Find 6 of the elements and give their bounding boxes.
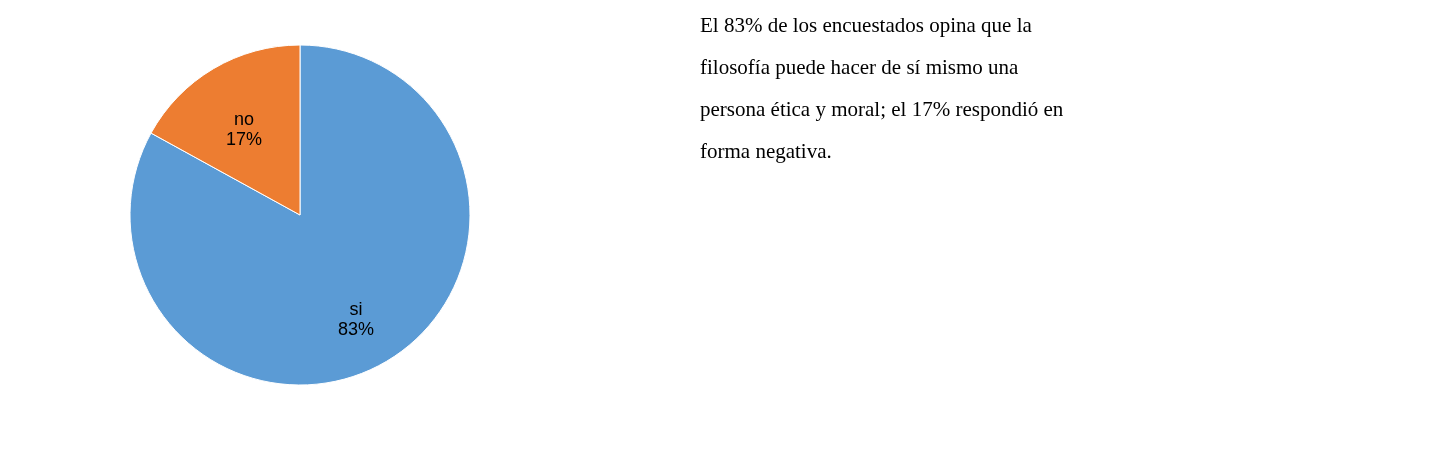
slice-label: no (233, 109, 255, 130)
slice-label: si (349, 298, 363, 319)
data-label: 83% (337, 318, 375, 339)
data-label: 17% (225, 129, 263, 150)
pie-slice (129, 44, 471, 386)
text: El 83% de los encuestados opina que la filosofía puede hacer de sí mismo una persona ética y moral; el 17% respondió en forma negativa. (700, 13, 1064, 163)
